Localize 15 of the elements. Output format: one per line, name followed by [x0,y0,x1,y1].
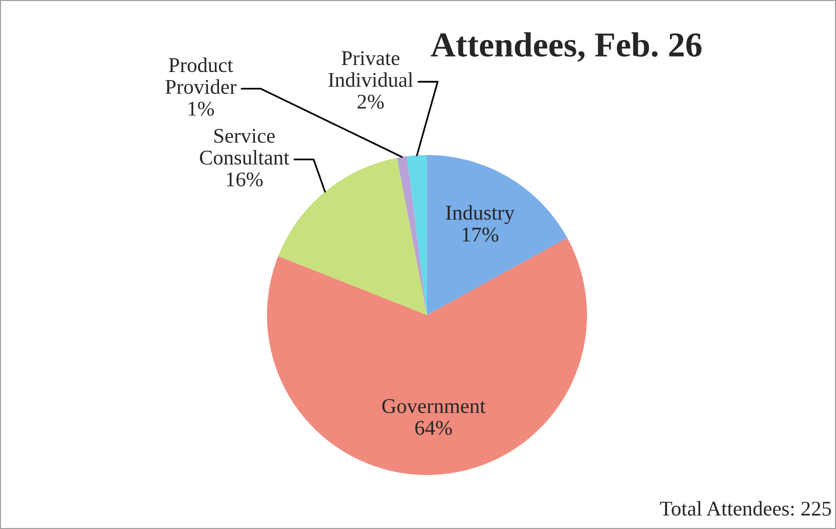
data-label: 64% [415,420,452,435]
data-label: 1% [188,102,214,116]
slice-label: Product Provider [165,57,236,94]
chart-title: Attendees, Feb. 26 [430,32,702,62]
data-label: 17% [462,228,498,242]
slice-label: Private Individual [328,51,413,87]
pie-slice [406,155,427,315]
slice-label: Government [382,399,486,414]
pie-slice [427,155,568,315]
slice-label: Service Consultant [200,128,290,165]
pie-slice [397,156,427,315]
slice-label: Industry [446,205,515,224]
data-label: 16% [226,172,263,187]
text: Total Attendees: 225 [660,501,832,516]
data-label: 2% [358,94,384,109]
